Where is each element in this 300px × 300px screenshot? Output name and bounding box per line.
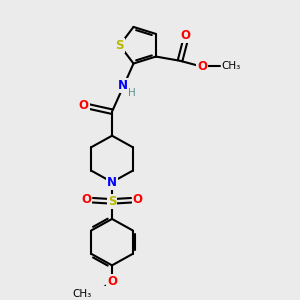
Text: N: N bbox=[107, 176, 117, 189]
Text: CH₃: CH₃ bbox=[72, 289, 92, 299]
Text: H: H bbox=[128, 88, 135, 98]
Text: O: O bbox=[133, 193, 142, 206]
Text: O: O bbox=[81, 193, 92, 206]
Text: O: O bbox=[79, 99, 89, 112]
Text: O: O bbox=[180, 29, 190, 42]
Text: S: S bbox=[108, 195, 116, 208]
Text: O: O bbox=[197, 60, 207, 73]
Text: CH₃: CH₃ bbox=[222, 61, 241, 71]
Text: O: O bbox=[107, 275, 117, 288]
Text: S: S bbox=[116, 39, 124, 52]
Text: N: N bbox=[118, 79, 128, 92]
